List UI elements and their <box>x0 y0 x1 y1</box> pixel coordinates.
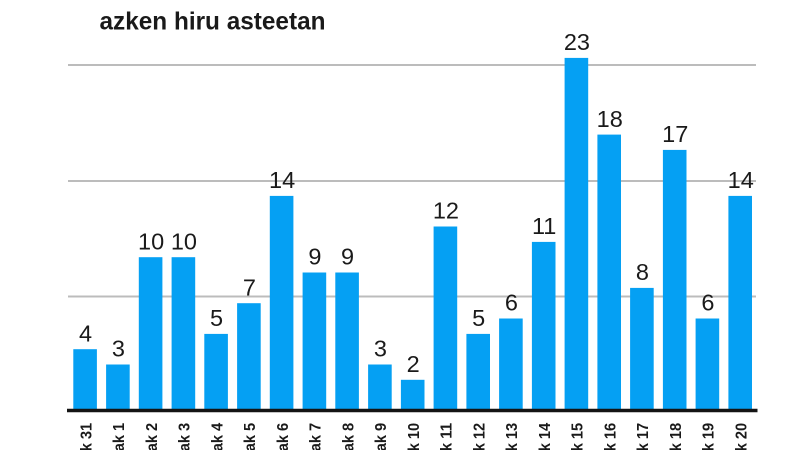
svg-text:3: 3 <box>112 336 125 362</box>
svg-text:12: 12 <box>433 198 459 224</box>
svg-text:7: 7 <box>243 274 256 300</box>
svg-text:ak 7: ak 7 <box>308 423 325 450</box>
svg-text:ak 1: ak 1 <box>111 423 128 450</box>
svg-text:23: 23 <box>564 29 590 55</box>
svg-text:6: 6 <box>505 290 518 316</box>
svg-text:5: 5 <box>210 305 223 331</box>
svg-text:k 15: k 15 <box>570 423 587 450</box>
svg-text:azken hiru asteetan: azken hiru asteetan <box>100 7 326 35</box>
svg-text:ak 2: ak 2 <box>144 423 161 450</box>
svg-text:k 31: k 31 <box>78 423 95 450</box>
svg-text:8: 8 <box>636 259 649 285</box>
svg-text:18: 18 <box>597 106 623 132</box>
svg-text:k 14: k 14 <box>537 423 554 450</box>
svg-text:ak 3: ak 3 <box>177 423 194 450</box>
svg-text:ak 5: ak 5 <box>242 423 259 450</box>
svg-text:ak 4: ak 4 <box>209 423 226 450</box>
svg-text:3: 3 <box>374 336 387 362</box>
svg-text:10: 10 <box>138 228 164 254</box>
svg-text:9: 9 <box>341 244 354 270</box>
svg-text:k 19: k 19 <box>701 423 718 450</box>
svg-text:2: 2 <box>407 351 420 377</box>
svg-text:17: 17 <box>662 121 688 147</box>
svg-text:k 20: k 20 <box>733 423 750 450</box>
svg-text:ak 8: ak 8 <box>340 423 357 450</box>
svg-text:k 13: k 13 <box>504 423 521 450</box>
svg-text:10: 10 <box>171 228 197 254</box>
svg-text:k 11: k 11 <box>439 423 456 450</box>
svg-text:k 17: k 17 <box>635 423 652 450</box>
svg-text:ak 6: ak 6 <box>275 423 292 450</box>
svg-text:5: 5 <box>472 305 485 331</box>
svg-text:4: 4 <box>79 320 92 346</box>
svg-text:k 16: k 16 <box>602 423 619 450</box>
svg-text:9: 9 <box>308 244 321 270</box>
svg-text:6: 6 <box>701 290 714 316</box>
svg-text:14: 14 <box>728 167 754 193</box>
svg-text:11: 11 <box>532 213 556 239</box>
svg-text:ak 9: ak 9 <box>373 423 390 450</box>
svg-text:14: 14 <box>269 167 295 193</box>
svg-text:k 10: k 10 <box>406 423 423 450</box>
svg-text:k 12: k 12 <box>471 423 488 450</box>
svg-text:k 18: k 18 <box>668 423 685 450</box>
